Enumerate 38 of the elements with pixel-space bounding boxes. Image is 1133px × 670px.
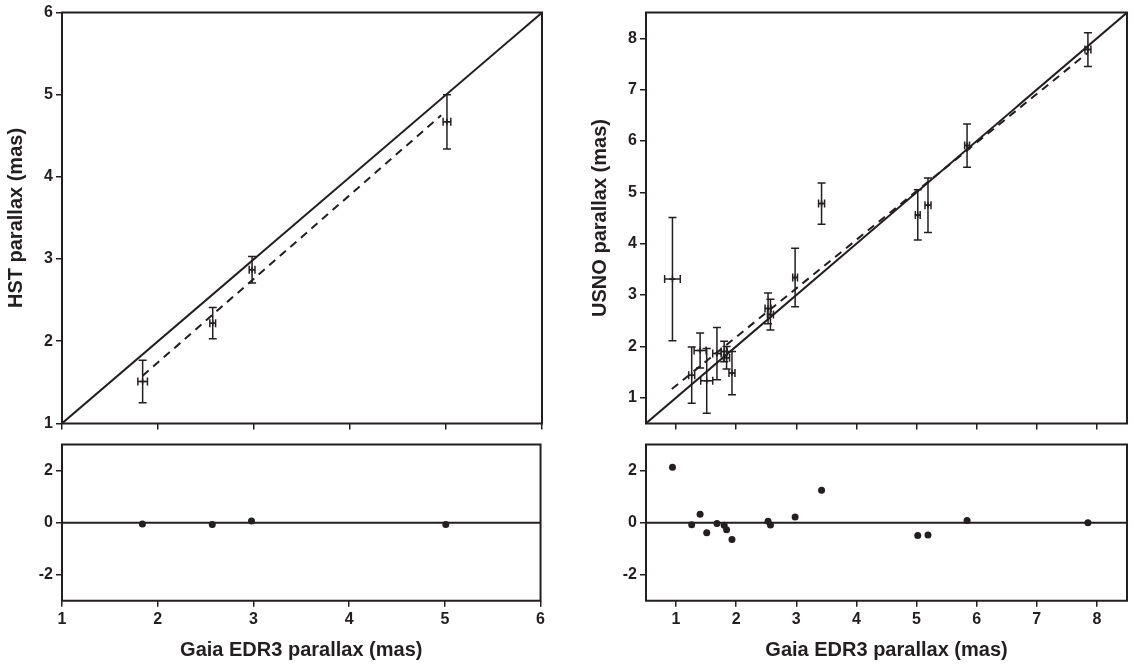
y-axis-title: USNO parallax (mas) — [587, 119, 610, 317]
x-tick-label: 2 — [153, 609, 163, 627]
x-tick-label: 5 — [912, 609, 922, 627]
y-tick-label: 5 — [44, 85, 54, 103]
y-tick-label: 2 — [628, 461, 638, 479]
y-tick-label: 6 — [44, 3, 54, 21]
y-tick-label: 5 — [628, 182, 638, 200]
x-tick-label: 2 — [731, 609, 741, 627]
x-tick-label: 6 — [972, 609, 982, 627]
y-tick-label: 0 — [628, 513, 638, 531]
x-tick-label: 3 — [248, 609, 258, 627]
y-tick-label: 2 — [44, 461, 54, 479]
x-tick-label: 4 — [851, 609, 861, 627]
x-tick-label: 4 — [344, 609, 354, 627]
y-tick-label: 8 — [628, 28, 638, 46]
y-tick-label: 0 — [44, 513, 54, 531]
y-tick-label: 1 — [628, 388, 638, 406]
x-tick-label: 5 — [440, 609, 450, 627]
x-tick-label: 1 — [671, 609, 681, 627]
x-tick-label: 6 — [536, 609, 546, 627]
y-tick-label: 3 — [628, 285, 638, 303]
y-axis-title: HST parallax (mas) — [3, 127, 26, 309]
y-tick-label: 3 — [44, 249, 54, 267]
x-tick-label: 3 — [791, 609, 801, 627]
x-axis-title: Gaia EDR3 parallax (mas) — [765, 637, 1008, 660]
y-tick-label: 1 — [44, 413, 54, 431]
y-tick-label: 2 — [628, 336, 638, 354]
x-tick-label: 1 — [57, 609, 67, 627]
x-tick-label: 7 — [1032, 609, 1042, 627]
y-tick-label: 6 — [628, 131, 638, 149]
y-tick-label: -2 — [622, 565, 638, 583]
y-tick-label: 2 — [44, 331, 54, 349]
y-tick-label: 4 — [44, 167, 54, 185]
x-axis-title: Gaia EDR3 parallax (mas) — [180, 637, 423, 660]
x-tick-label: 8 — [1092, 609, 1102, 627]
y-tick-label: 7 — [628, 80, 638, 98]
y-tick-label: 4 — [628, 234, 638, 252]
y-tick-label: -2 — [38, 565, 54, 583]
